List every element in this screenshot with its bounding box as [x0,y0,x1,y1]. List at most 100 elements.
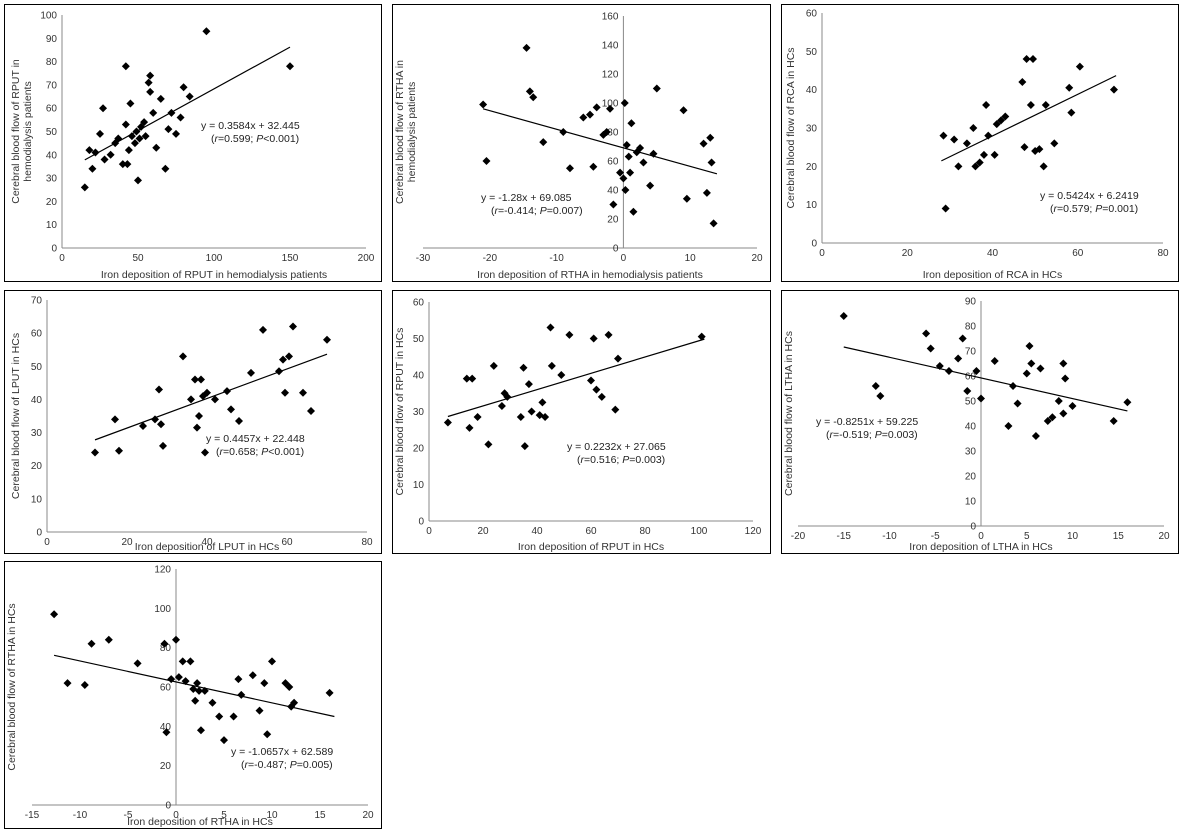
data-point [130,139,139,148]
data-point [285,352,293,361]
data-point [489,361,498,370]
x-tick-label: -10 [882,531,897,542]
correlation-stats: (r=0.579; P=0.001) [1050,203,1138,215]
data-point [541,412,550,421]
data-point [636,143,645,152]
x-tick-label: 15 [1113,531,1125,542]
y-axis-title: hemodialysis patients [22,81,34,181]
data-point [682,194,691,203]
data-point [247,368,255,377]
data-point [1054,397,1063,405]
data-point [290,698,299,707]
y-tick-label: 60 [806,9,818,20]
data-point [1109,417,1118,425]
data-point [186,657,195,666]
data-point [525,87,534,96]
data-point [1039,162,1048,171]
data-point [178,657,187,666]
x-tick-label: 20 [751,253,763,264]
regression-equation: y = -1.0657x + 62.589 [231,746,333,758]
x-tick-label: 120 [745,526,762,537]
y-tick-label: 80 [46,57,58,68]
data-point [255,706,264,715]
y-tick-label: 0 [51,244,57,255]
data-point [179,352,187,361]
y-axis-title: hemodialysis patients [406,82,418,182]
data-point [1059,409,1068,418]
data-point [149,108,158,117]
data-point [565,330,574,339]
y-tick-label: 0 [36,528,42,539]
data-point [1075,62,1084,71]
y-tick-label: 0 [970,522,976,533]
y-tick-label: 10 [46,220,58,231]
data-point [969,124,978,132]
data-point [167,675,176,684]
data-point [614,354,622,363]
y-tick-label: 50 [46,127,58,138]
regression-equation: y = 0.5424x + 6.2419 [1040,190,1139,202]
data-point [151,415,159,424]
data-point [259,325,267,334]
data-point [50,610,59,619]
scatter-plot: -20 -15 -10 -5 0 5 10 15 20 0 10 20 30 40 50 60 70 80 90 Ir… [783,297,1170,554]
scatter-plot: 0 50 100 150 200 0 10 20 30 40 50 60 70 80 90 100 Iron d… [10,11,375,282]
y-tick-label: 100 [40,11,57,22]
data-point [179,83,188,92]
data-point [201,448,209,457]
data-point [133,659,142,668]
data-point [616,168,625,177]
data-point [539,138,548,147]
data-point [624,152,633,161]
data-point [706,133,715,142]
y-tick-label: 70 [46,80,58,91]
data-point [538,398,547,407]
y-axis-title: Cerebral blood flow of RPUT in HCs [394,328,406,496]
y-tick-label: 80 [160,643,172,654]
data-point [1035,145,1044,154]
regression-equation: y = 0.4457x + 22.448 [206,433,305,445]
data-point [990,150,999,159]
x-tick-label: 40 [201,537,213,548]
y-tick-label: 160 [602,12,619,23]
x-tick-label: 0 [978,531,984,542]
x-tick-label: 80 [1157,248,1169,259]
trend-line [482,108,718,175]
data-point [473,412,482,421]
data-point [632,148,641,157]
data-point [1027,359,1036,368]
y-tick-label: 50 [31,362,43,373]
x-tick-label: 20 [1158,531,1170,542]
y-tick-label: 0 [418,517,424,528]
data-point [208,698,217,707]
x-tick-label: 10 [1067,531,1079,542]
x-tick-label: -10 [73,810,88,821]
data-point [227,405,235,414]
y-tick-label: 20 [160,761,172,772]
data-point [237,690,246,699]
data-point [627,119,636,128]
data-point [88,164,97,173]
x-tick-label: 5 [1024,531,1030,542]
correlation-stats: (r=-0.519; P=0.003) [826,429,918,441]
data-point [189,684,198,693]
data-point [1036,364,1045,373]
data-point [118,160,127,169]
x-tick-label: 0 [173,810,179,821]
data-point [592,385,601,394]
data-point [839,312,848,320]
data-point [971,162,980,171]
x-tick-label: 60 [1072,248,1084,259]
data-point [465,423,474,432]
data-point [589,334,598,343]
data-point [191,696,200,705]
regression-equation: y = -1.28x + 69.085 [481,192,572,204]
data-point [211,395,219,404]
data-point [325,688,334,697]
y-tick-label: 90 [46,34,58,45]
data-point [156,94,165,103]
y-tick-label: 20 [31,461,43,472]
x-axis-title: Iron deposition of RPUT in HCs [518,541,664,553]
data-point [950,135,959,144]
y-tick-label: 50 [965,397,977,408]
